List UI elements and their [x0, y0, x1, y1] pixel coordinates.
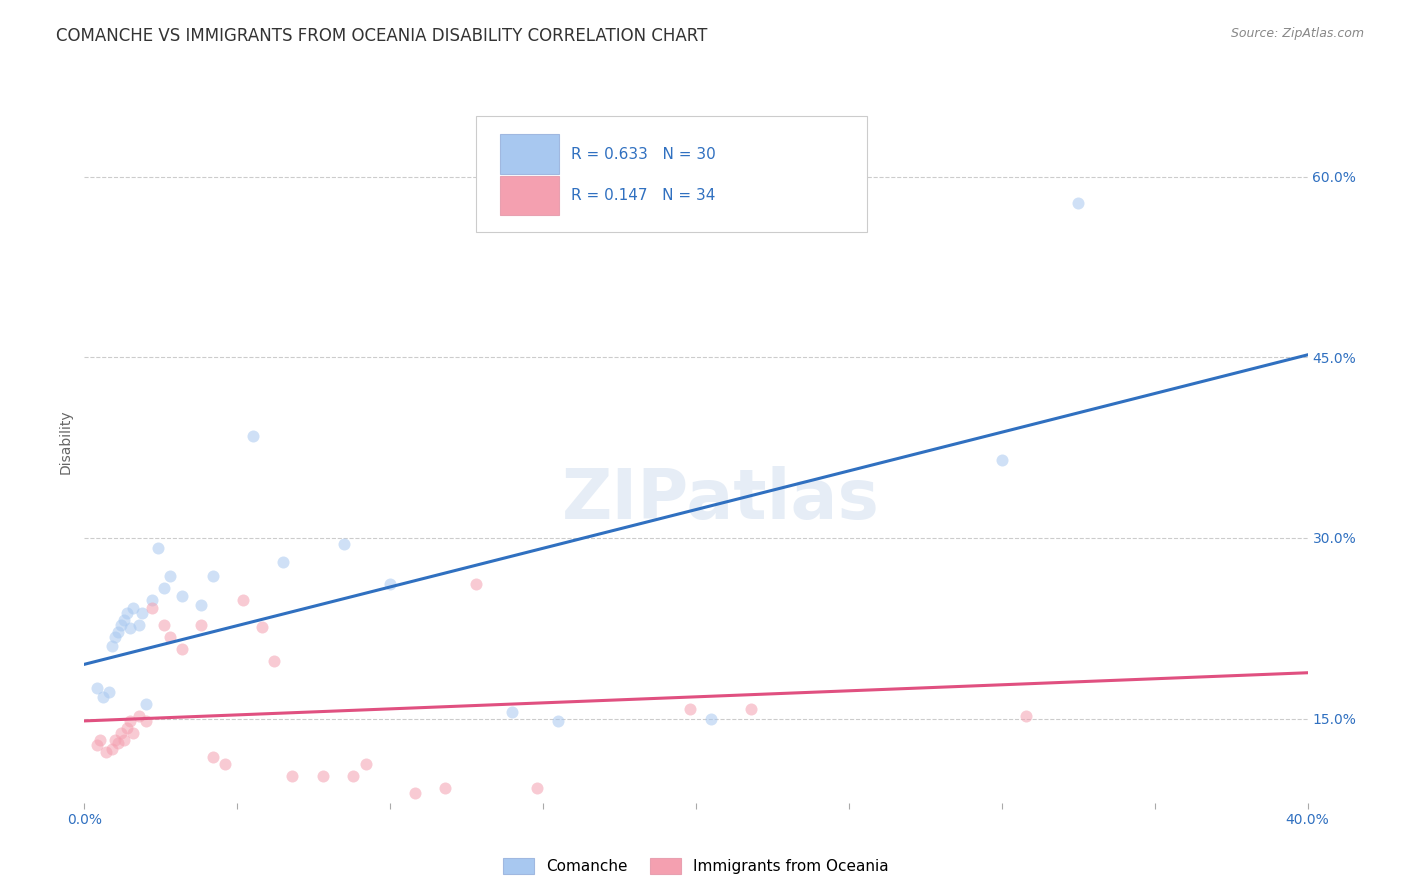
Y-axis label: Disability: Disability: [59, 409, 73, 474]
Point: [190, 599, 212, 613]
Point: [201, 750, 224, 764]
Point: [115, 721, 138, 735]
Point: [110, 617, 132, 632]
Point: [91, 690, 114, 704]
Point: [434, 781, 457, 796]
Point: [172, 589, 194, 603]
Text: Source: ZipAtlas.com: Source: ZipAtlas.com: [1230, 27, 1364, 40]
Point: [104, 630, 127, 644]
Point: [172, 641, 194, 656]
Point: [141, 593, 163, 607]
Point: [740, 702, 762, 716]
Point: [153, 582, 176, 596]
Point: [112, 613, 135, 627]
Point: [333, 537, 356, 551]
Point: [146, 541, 169, 555]
Point: [86, 738, 108, 752]
Point: [242, 428, 264, 442]
Point: [128, 617, 150, 632]
Point: [342, 769, 364, 783]
Point: [104, 733, 127, 747]
Point: [153, 617, 176, 632]
Point: [547, 714, 569, 728]
Point: [991, 452, 1014, 467]
FancyBboxPatch shape: [501, 176, 560, 215]
Point: [141, 600, 163, 615]
Point: [263, 654, 285, 668]
Point: [312, 769, 335, 783]
Point: [1015, 709, 1038, 723]
Point: [159, 569, 181, 583]
Point: [101, 741, 124, 756]
FancyBboxPatch shape: [501, 135, 560, 174]
Point: [354, 757, 377, 772]
Point: [214, 757, 236, 772]
Point: [502, 706, 524, 720]
Point: [700, 712, 723, 726]
Point: [201, 569, 224, 583]
Point: [94, 745, 117, 759]
Point: [131, 606, 153, 620]
Point: [232, 593, 254, 607]
Point: [271, 555, 294, 569]
Point: [89, 733, 111, 747]
Point: [1067, 196, 1090, 211]
Point: [190, 617, 212, 632]
Text: R = 0.633   N = 30: R = 0.633 N = 30: [571, 147, 716, 162]
Point: [250, 620, 273, 634]
Point: [281, 769, 304, 783]
Point: [97, 685, 120, 699]
Point: [128, 709, 150, 723]
Point: [135, 714, 157, 728]
Point: [159, 630, 181, 644]
Point: [86, 681, 108, 696]
Text: ZIPatlas: ZIPatlas: [561, 466, 879, 533]
Text: R = 0.147   N = 34: R = 0.147 N = 34: [571, 188, 716, 203]
Point: [115, 606, 138, 620]
Point: [526, 781, 548, 796]
Point: [107, 624, 129, 639]
Point: [122, 726, 145, 740]
Point: [380, 576, 402, 591]
Point: [135, 697, 157, 711]
Text: COMANCHE VS IMMIGRANTS FROM OCEANIA DISABILITY CORRELATION CHART: COMANCHE VS IMMIGRANTS FROM OCEANIA DISA…: [56, 27, 707, 45]
Point: [120, 621, 142, 635]
Point: [404, 786, 426, 800]
Point: [107, 735, 129, 749]
Point: [110, 726, 132, 740]
Point: [122, 600, 145, 615]
Legend: Comanche, Immigrants from Oceania: Comanche, Immigrants from Oceania: [495, 851, 897, 882]
Point: [101, 639, 124, 653]
Point: [464, 576, 486, 591]
Point: [679, 702, 702, 716]
Point: [112, 733, 135, 747]
FancyBboxPatch shape: [475, 116, 868, 232]
Point: [120, 714, 142, 728]
